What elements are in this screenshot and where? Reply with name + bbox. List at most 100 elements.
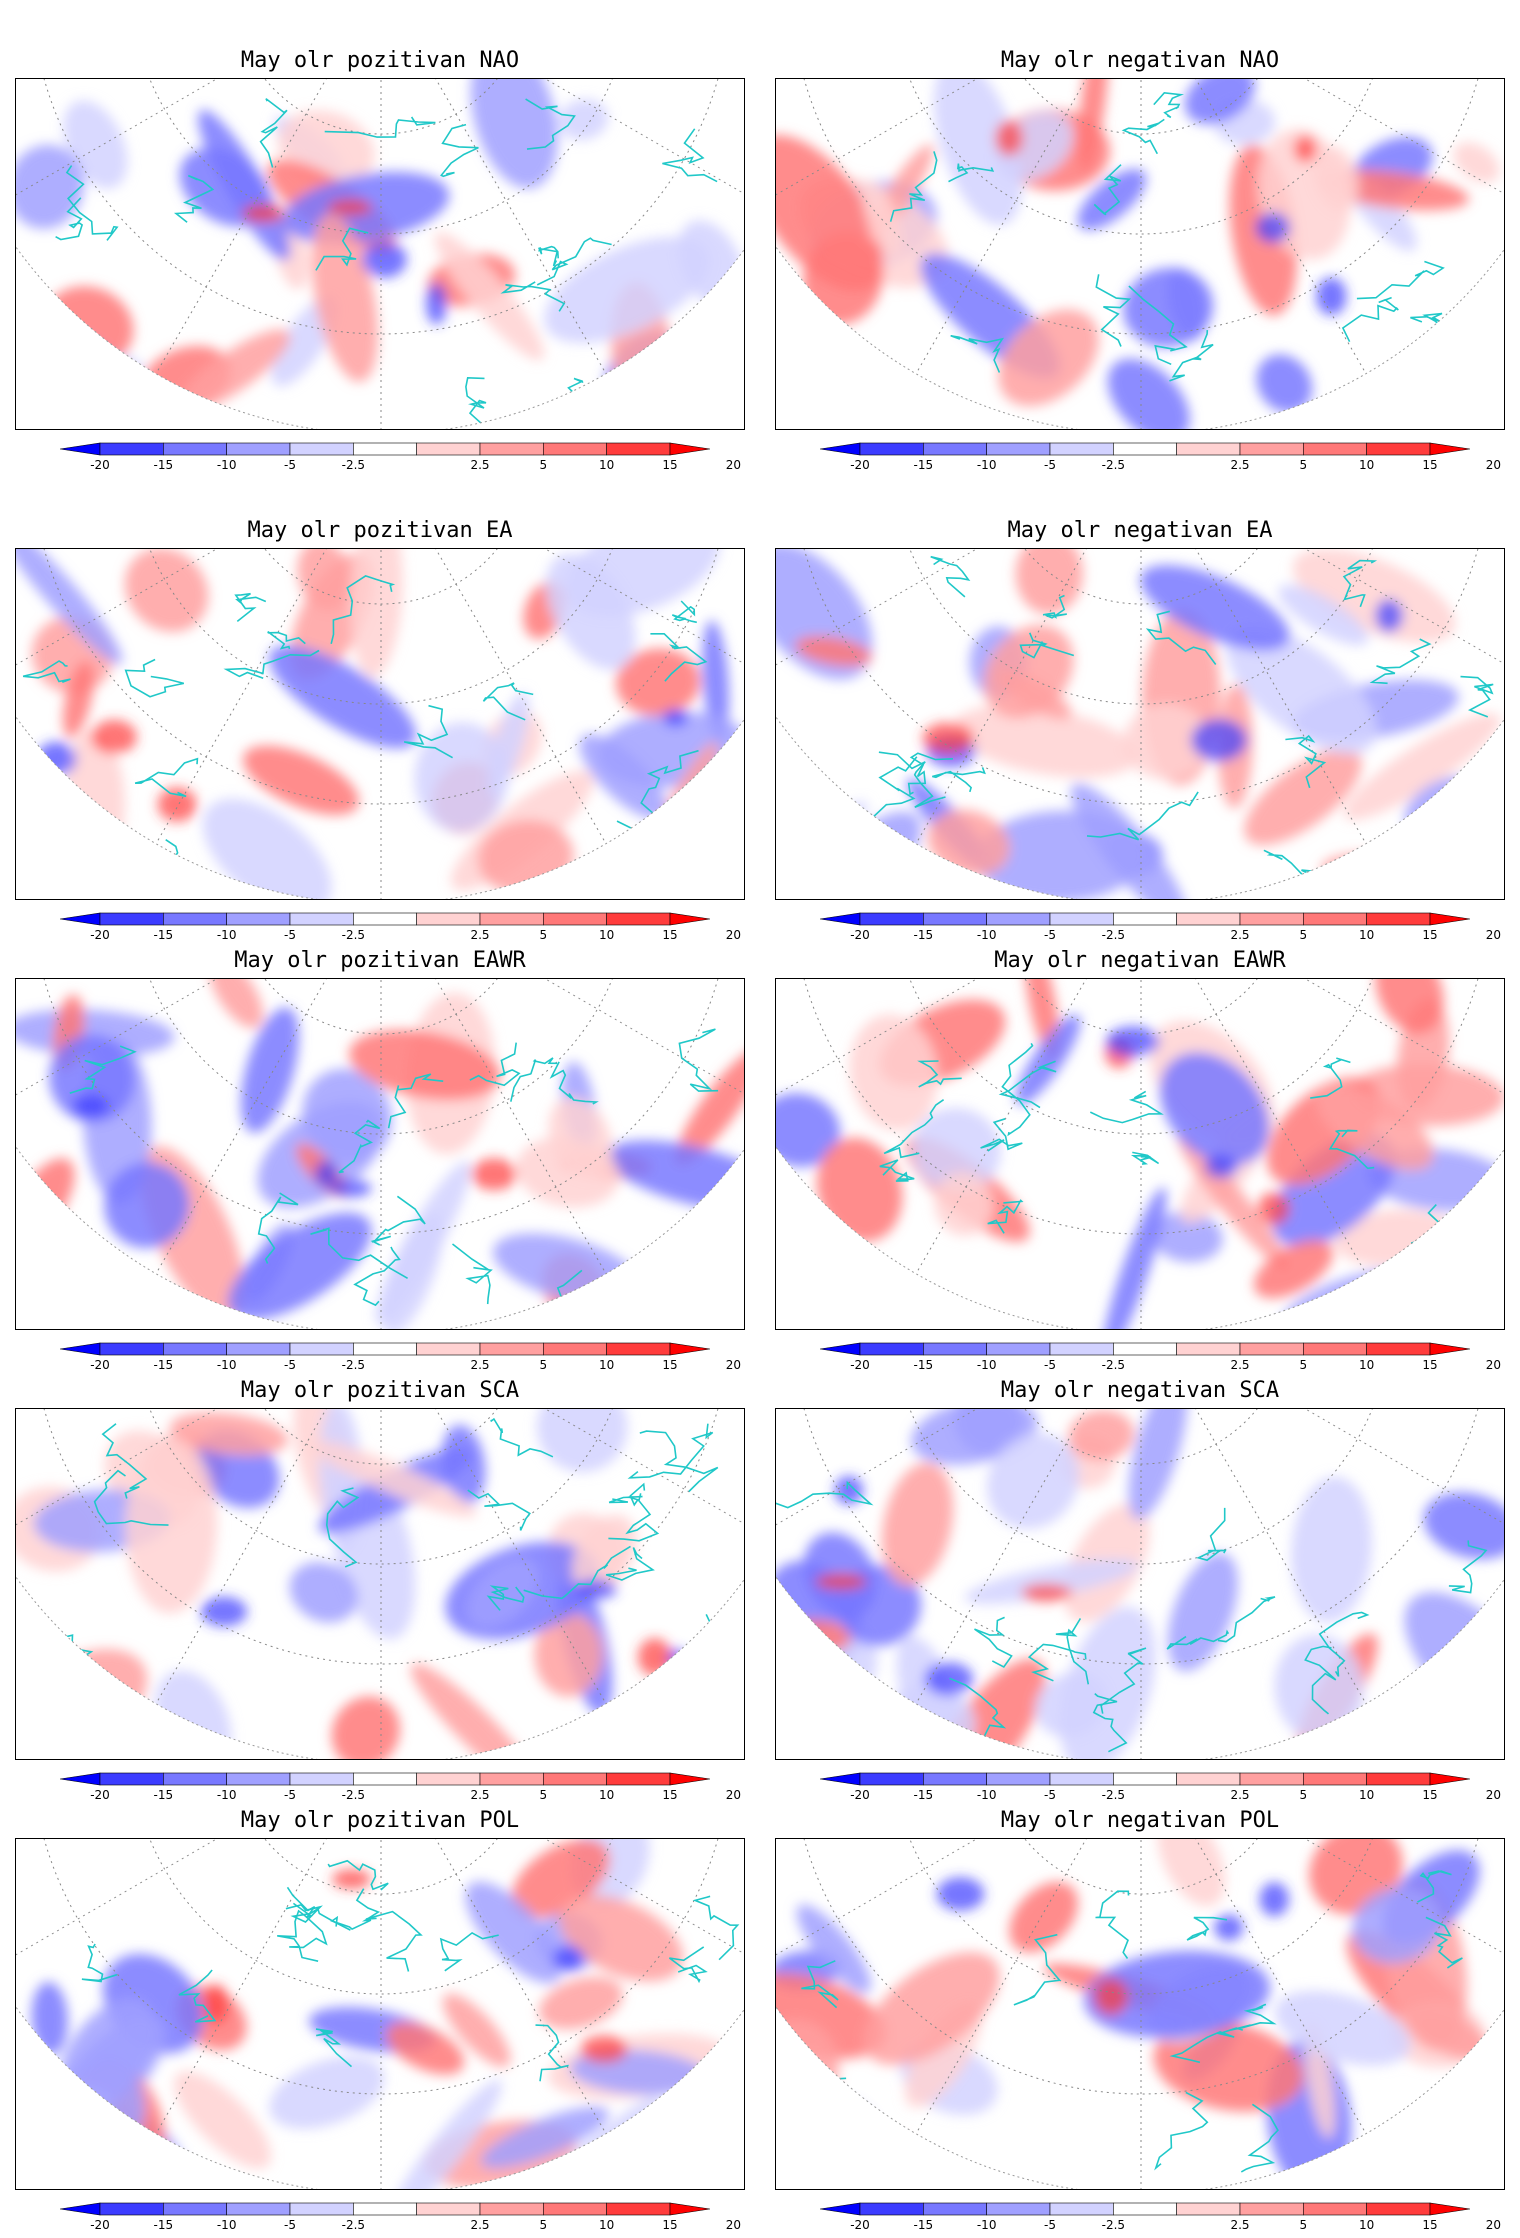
colorbar-tick-label: 5 [539,458,548,472]
colorbar: -20 -15 -10 -5 -2.5 2.5 5 10 15 20 [820,440,1501,478]
map-panel-pol-negative: May olr negativan POL -20 -15 -10 -5 -2.5 2.5… [760,1760,1520,2232]
panel-title: May olr pozitivan SCA [240,1378,520,1403]
map-frame [15,978,745,1330]
colorbar-tick-label: -20 [90,2218,110,2232]
anomaly-map [776,1409,1504,1759]
colorbar-tick-label: -15 [913,928,934,942]
colorbar-tick-label: 2.5 [470,1358,490,1372]
colorbar-tick-label: 2.5 [470,1788,490,1802]
panel-title: May olr negativan EAWR [994,948,1286,973]
colorbar: -20 -15 -10 -5 -2.5 2.5 5 10 15 20 [60,2200,741,2238]
colorbar-tick-label: 10 [599,1788,615,1802]
colorbar-tick-label: 20 [1485,1358,1501,1372]
panel-title: May olr pozitivan NAO [240,48,520,73]
colorbar-tick-label: -2.5 [1101,2218,1126,2232]
colorbar-tick-label: 20 [725,928,741,942]
colorbar-tick-label: -5 [284,1358,296,1372]
colorbar-tick-label: 20 [725,458,741,472]
colorbar-tick-label: -20 [850,928,870,942]
colorbar-tick-label: -15 [913,1788,934,1802]
panel-title: May olr pozitivan POL [240,1808,520,1833]
colorbar-tick-label: 10 [1359,2218,1375,2232]
colorbar-tick-label: -20 [850,458,870,472]
colorbar-tick-label: 15 [662,928,678,942]
colorbar: -20 -15 -10 -5 -2.5 2.5 5 10 15 20 [60,1770,741,1808]
colorbar-tick-label: 2.5 [470,928,490,942]
colorbar-tick-label: -10 [976,1358,997,1372]
colorbar-tick-label: 20 [725,1788,741,1802]
colorbar-tick-label: 20 [1485,1788,1501,1802]
colorbar-tick-label: -5 [284,2218,296,2232]
colorbar-tick-label: 15 [662,458,678,472]
colorbar-tick-label: 2.5 [1230,1788,1250,1802]
anomaly-map [16,549,744,899]
colorbar-tick-label: 5 [1299,1788,1308,1802]
panel-title: May olr negativan SCA [1000,1378,1280,1403]
map-frame [15,548,745,900]
colorbar-tick-label: 15 [662,1358,678,1372]
colorbar-tick-label: -10 [976,2218,997,2232]
colorbar-tick-label: -2.5 [341,458,366,472]
colorbar-tick-label: -2.5 [341,928,366,942]
colorbar-tick-label: 10 [599,2218,615,2232]
colorbar-tick-label: -10 [216,928,237,942]
colorbar-tick-label: -5 [1044,1788,1056,1802]
colorbar-tick-label: 15 [1422,1358,1438,1372]
colorbar: -20 -15 -10 -5 -2.5 2.5 5 10 15 20 [60,440,741,478]
colorbar-tick-label: -10 [976,458,997,472]
map-frame [775,1408,1505,1760]
colorbar-tick-label: 10 [599,928,615,942]
colorbar-tick-label: 10 [1359,1358,1375,1372]
colorbar: -20 -15 -10 -5 -2.5 2.5 5 10 15 20 [820,910,1501,948]
colorbar-tick-label: -2.5 [341,1358,366,1372]
anomaly-map [16,979,744,1329]
colorbar-tick-label: 2.5 [1230,458,1250,472]
colorbar-tick-label: 5 [539,928,548,942]
colorbar-tick-label: 10 [599,458,615,472]
colorbar-tick-label: 15 [1422,2218,1438,2232]
colorbar-tick-label: -5 [1044,928,1056,942]
anomaly-map [776,549,1504,899]
colorbar: -20 -15 -10 -5 -2.5 2.5 5 10 15 20 [820,1770,1501,1808]
colorbar-tick-label: 5 [539,2218,548,2232]
map-panel-nao-negative: May olr negativan NAO -20 -15 -10 -5 -2.5 2.5… [760,0,1520,472]
panel-title: May olr pozitivan EA [247,518,513,543]
colorbar-tick-label: -15 [153,1788,174,1802]
colorbar-tick-label: -5 [284,458,296,472]
colorbar-tick-label: -20 [850,1358,870,1372]
colorbar-tick-label: -10 [976,1788,997,1802]
colorbar-tick-label: -20 [90,1788,110,1802]
colorbar-tick-label: -2.5 [1101,458,1126,472]
colorbar-tick-label: -2.5 [1101,1788,1126,1802]
colorbar: -20 -15 -10 -5 -2.5 2.5 5 10 15 20 [820,2200,1501,2238]
anomaly-map [16,1409,744,1759]
map-panel-eawr-positive: May olr pozitivan EAWR -20 -15 -10 -5 -2.5 2.… [0,900,760,1372]
colorbar-tick-label: 10 [1359,1788,1375,1802]
colorbar-tick-label: 2.5 [1230,2218,1250,2232]
map-frame [775,978,1505,1330]
map-panel-sca-positive: May olr pozitivan SCA -20 -15 -10 -5 -2.5 2.5… [0,1330,760,1802]
colorbar-tick-label: -15 [913,458,934,472]
colorbar-tick-label: 5 [539,1358,548,1372]
colorbar-tick-label: 15 [662,2218,678,2232]
map-panel-eawr-negative: May olr negativan EAWR -20 -15 -10 -5 -2.5 2.… [760,900,1520,1372]
colorbar-tick-label: 20 [725,2218,741,2232]
map-panel-ea-negative: May olr negativan EA -20 -15 -10 -5 -2.5 2.5 5… [760,470,1520,942]
colorbar-tick-label: -5 [1044,458,1056,472]
map-frame [15,1408,745,1760]
anomaly-map [16,1839,744,2189]
colorbar-tick-label: -15 [153,458,174,472]
colorbar-tick-label: -20 [850,2218,870,2232]
colorbar-tick-label: -5 [1044,1358,1056,1372]
colorbar-tick-label: -5 [284,928,296,942]
colorbar: -20 -15 -10 -5 -2.5 2.5 5 10 15 20 [60,1340,741,1378]
colorbar-tick-label: 15 [1422,458,1438,472]
colorbar-tick-label: -20 [90,458,110,472]
colorbar-tick-label: -15 [153,1358,174,1372]
map-frame [15,1838,745,2190]
colorbar-tick-label: 2.5 [470,458,490,472]
panel-title: May olr negativan POL [1000,1808,1280,1833]
colorbar-tick-label: 20 [1485,928,1501,942]
colorbar-tick-label: 5 [1299,1358,1308,1372]
colorbar-tick-label: -2.5 [1101,1358,1126,1372]
